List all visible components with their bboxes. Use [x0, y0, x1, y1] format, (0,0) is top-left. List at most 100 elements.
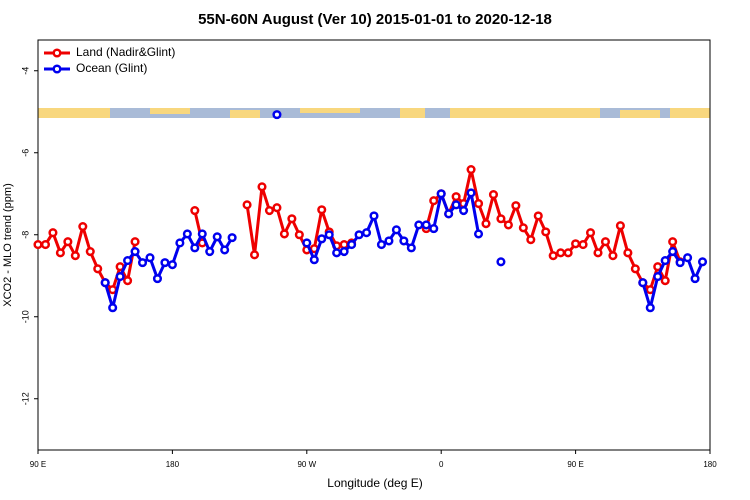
point: [123, 276, 133, 286]
point: [466, 165, 476, 175]
point: [317, 205, 327, 215]
point: [339, 247, 349, 257]
legend-label: Land (Nadir&Glint): [76, 45, 175, 59]
chart-title: 55N-60N August (Ver 10) 2015-01-01 to 20…: [198, 11, 552, 28]
point: [683, 253, 693, 263]
point: [220, 245, 230, 255]
point: [354, 230, 364, 240]
point: [451, 200, 461, 210]
point: [190, 243, 200, 253]
x-tick-label: 90 E: [30, 460, 46, 469]
point: [137, 258, 148, 268]
y-tick-label: -10: [20, 310, 30, 323]
point: [630, 264, 640, 274]
point: [571, 239, 581, 249]
point: [78, 222, 88, 232]
point: [294, 230, 304, 240]
point: [317, 234, 327, 244]
point: [361, 228, 372, 238]
point: [556, 248, 566, 258]
point: [481, 219, 491, 229]
point: [48, 228, 58, 238]
point: [608, 251, 618, 261]
point: [264, 206, 275, 216]
point: [40, 240, 51, 250]
point: [190, 206, 200, 216]
point: [548, 251, 558, 261]
point: [249, 250, 260, 260]
point: [152, 274, 163, 284]
point: [130, 247, 140, 257]
point: [115, 272, 125, 282]
point: [212, 232, 222, 242]
point: [690, 274, 700, 284]
point: [160, 258, 170, 268]
point: [526, 235, 536, 245]
point: [585, 228, 596, 238]
point: [332, 248, 342, 258]
legend-marker: [52, 48, 62, 58]
x-tick-label: 180: [703, 460, 717, 469]
point: [369, 211, 379, 221]
point: [511, 201, 521, 211]
x-tick-label: 90 W: [297, 460, 316, 469]
y-axis-label: XCO2 - MLO trend (ppm): [2, 183, 14, 306]
point: [272, 110, 282, 120]
point: [496, 257, 506, 267]
point: [197, 229, 207, 239]
point: [399, 236, 409, 246]
point: [578, 240, 588, 250]
point: [466, 188, 476, 198]
point: [429, 196, 439, 206]
point: [675, 258, 685, 268]
point: [615, 221, 625, 231]
point: [533, 211, 543, 221]
point: [324, 230, 334, 240]
point: [563, 248, 573, 258]
legend-label: Ocean (Glint): [76, 61, 147, 75]
point: [205, 247, 215, 257]
point: [279, 229, 289, 239]
point: [488, 190, 499, 200]
point: [600, 237, 611, 247]
plot-frame: [37, 39, 711, 451]
point: [473, 229, 484, 239]
point: [444, 209, 454, 219]
point: [384, 236, 394, 246]
map-strip: [38, 108, 710, 118]
point: [287, 214, 297, 224]
point: [653, 272, 663, 282]
point: [309, 255, 319, 265]
point: [541, 227, 551, 237]
point: [593, 248, 603, 258]
point: [145, 253, 155, 263]
series-line: [38, 168, 682, 292]
point: [645, 303, 655, 313]
point: [406, 243, 416, 253]
x-tick-label: 90 E: [567, 460, 583, 469]
point: [436, 189, 446, 199]
point: [108, 303, 118, 313]
point: [697, 257, 708, 267]
y-tick-label: -6: [20, 149, 30, 157]
legend-marker: [52, 64, 62, 74]
point: [668, 247, 678, 257]
point: [638, 278, 648, 288]
point: [376, 240, 387, 250]
point: [257, 182, 267, 192]
point: [63, 237, 73, 247]
x-axis-label: Longitude (deg E): [327, 476, 422, 490]
x-tick-label: 0: [439, 460, 444, 469]
point: [414, 220, 424, 230]
point: [302, 238, 312, 248]
point: [473, 199, 484, 209]
point: [660, 276, 670, 286]
point: [70, 251, 80, 261]
point: [33, 240, 43, 250]
point: [421, 220, 431, 230]
point: [272, 203, 282, 213]
y-tick-label: -8: [20, 231, 30, 239]
point: [123, 256, 133, 266]
point: [660, 256, 670, 266]
point: [668, 237, 678, 247]
